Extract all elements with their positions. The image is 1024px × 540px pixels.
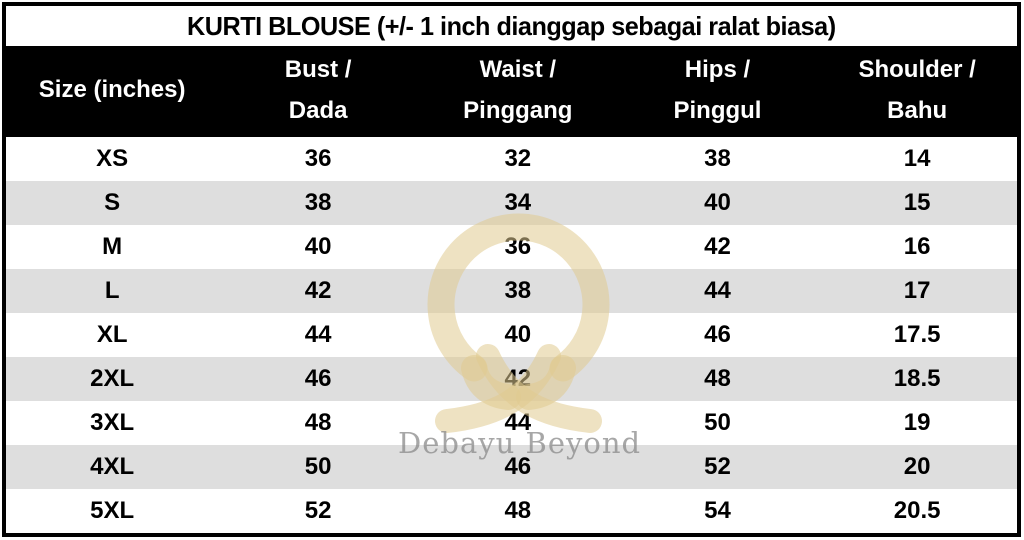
table-row-xl: XL 44 40 46 17.5 (6, 313, 1017, 357)
size-cell: M (102, 233, 123, 260)
hips-cell: 54 (704, 497, 731, 524)
bust-cell: 40 (304, 233, 332, 260)
waist-cell: 44 (504, 409, 532, 436)
table-header-row: Size (inches) Bust / Dada Waist / Pingga… (6, 46, 1017, 137)
table-row-3xl: 3XL 48 44 50 19 (6, 401, 1017, 445)
header-waist-label: Waist / (479, 56, 557, 83)
header-shoulder: Shoulder / Bahu (817, 46, 1017, 137)
bust-cell: 46 (304, 365, 332, 392)
size-cell: 4XL (90, 453, 135, 480)
hips-cell: 42 (704, 233, 731, 260)
waist-cell: 40 (504, 321, 532, 348)
table-row-m: M 40 36 42 16 (6, 225, 1017, 269)
table-body: XS 36 32 38 14 S 38 34 40 15 M 40 36 42 … (6, 137, 1017, 533)
hips-cell: 48 (704, 365, 731, 392)
shoulder-cell: 15 (903, 189, 931, 216)
waist-cell: 36 (504, 233, 532, 260)
header-hips: Hips / Pinggul (618, 46, 818, 137)
bust-cell: 52 (304, 497, 332, 524)
size-cell: 2XL (90, 365, 135, 392)
waist-cell: 46 (504, 453, 532, 480)
shoulder-cell: 19 (903, 409, 931, 436)
header-waist: Waist / Pinggang (418, 46, 618, 137)
size-cell: S (104, 189, 121, 216)
table-row-5xl: 5XL 52 48 54 20.5 (6, 489, 1017, 533)
header-bust-label: Bust / (284, 56, 352, 83)
size-cell: 5XL (90, 497, 135, 524)
hips-cell: 52 (704, 453, 731, 480)
header-hips-label: Hips / (684, 56, 751, 83)
bust-cell: 44 (304, 321, 332, 348)
size-cell: XL (96, 321, 128, 348)
hips-cell: 46 (704, 321, 731, 348)
table-row-l: L 42 38 44 17 (6, 269, 1017, 313)
shoulder-cell: 20.5 (893, 497, 941, 524)
table-title: KURTI BLOUSE (+/- 1 inch dianggap sebaga… (187, 10, 836, 41)
bust-cell: 36 (304, 145, 332, 172)
header-size: Size (inches) (6, 46, 218, 137)
shoulder-cell: 14 (903, 145, 931, 172)
header-shoulder-sublabel: Bahu (887, 96, 948, 124)
waist-cell: 42 (504, 365, 532, 392)
bust-cell: 38 (304, 189, 332, 216)
shoulder-cell: 16 (903, 233, 931, 260)
size-cell: 3XL (90, 409, 135, 436)
hips-cell: 50 (704, 409, 731, 436)
header-waist-sublabel: Pinggang (463, 96, 573, 124)
shoulder-cell: 20 (903, 453, 931, 480)
bust-cell: 42 (304, 277, 332, 304)
shoulder-cell: 18.5 (893, 365, 941, 392)
hips-cell: 40 (704, 189, 731, 216)
hips-cell: 44 (704, 277, 731, 304)
waist-cell: 38 (504, 277, 532, 304)
header-bust-sublabel: Dada (288, 96, 348, 124)
size-cell: L (104, 277, 120, 304)
shoulder-cell: 17 (903, 277, 931, 304)
shoulder-cell: 17.5 (893, 321, 941, 348)
bust-cell: 50 (304, 453, 332, 480)
waist-cell: 34 (504, 189, 532, 216)
size-cell: XS (96, 145, 129, 172)
waist-cell: 32 (504, 145, 532, 172)
table-row-2xl: 2XL 46 42 48 18.5 (6, 357, 1017, 401)
header-hips-sublabel: Pinggul (673, 96, 762, 124)
header-shoulder-label: Shoulder / (858, 56, 976, 83)
header-size-label: Size (inches) (38, 76, 186, 104)
bust-cell: 48 (304, 409, 332, 436)
table-row-s: S 38 34 40 15 (6, 181, 1017, 225)
table-row-xs: XS 36 32 38 14 (6, 137, 1017, 181)
waist-cell: 48 (504, 497, 532, 524)
table-row-4xl: 4XL 50 46 52 20 (6, 445, 1017, 489)
header-bust: Bust / Dada (218, 46, 418, 137)
hips-cell: 38 (704, 145, 731, 172)
table-title-row: KURTI BLOUSE (+/- 1 inch dianggap sebaga… (6, 6, 1017, 46)
